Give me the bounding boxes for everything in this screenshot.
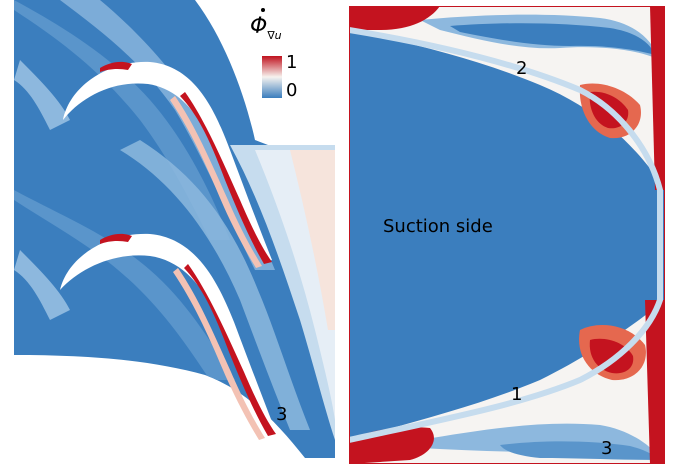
legend-min-label: 0 [286,80,298,101]
region-3-label-right: 3 [601,438,613,459]
region-3-label-left: 3 [276,404,288,425]
legend-symbol: Φ [250,14,268,39]
legend-colorbar [262,56,282,98]
suction-side-panel [349,6,665,464]
region-2-label: 2 [516,58,528,79]
legend-max-label: 1 [286,52,298,73]
blade-lower [60,233,276,440]
legend-subscript: ∇u [267,29,282,42]
legend-title: Φ∇u [250,14,282,49]
suction-side-label: Suction side [383,216,493,237]
legend-dot [261,8,265,12]
region-1-label: 1 [511,384,523,405]
blade-upper [63,61,272,268]
